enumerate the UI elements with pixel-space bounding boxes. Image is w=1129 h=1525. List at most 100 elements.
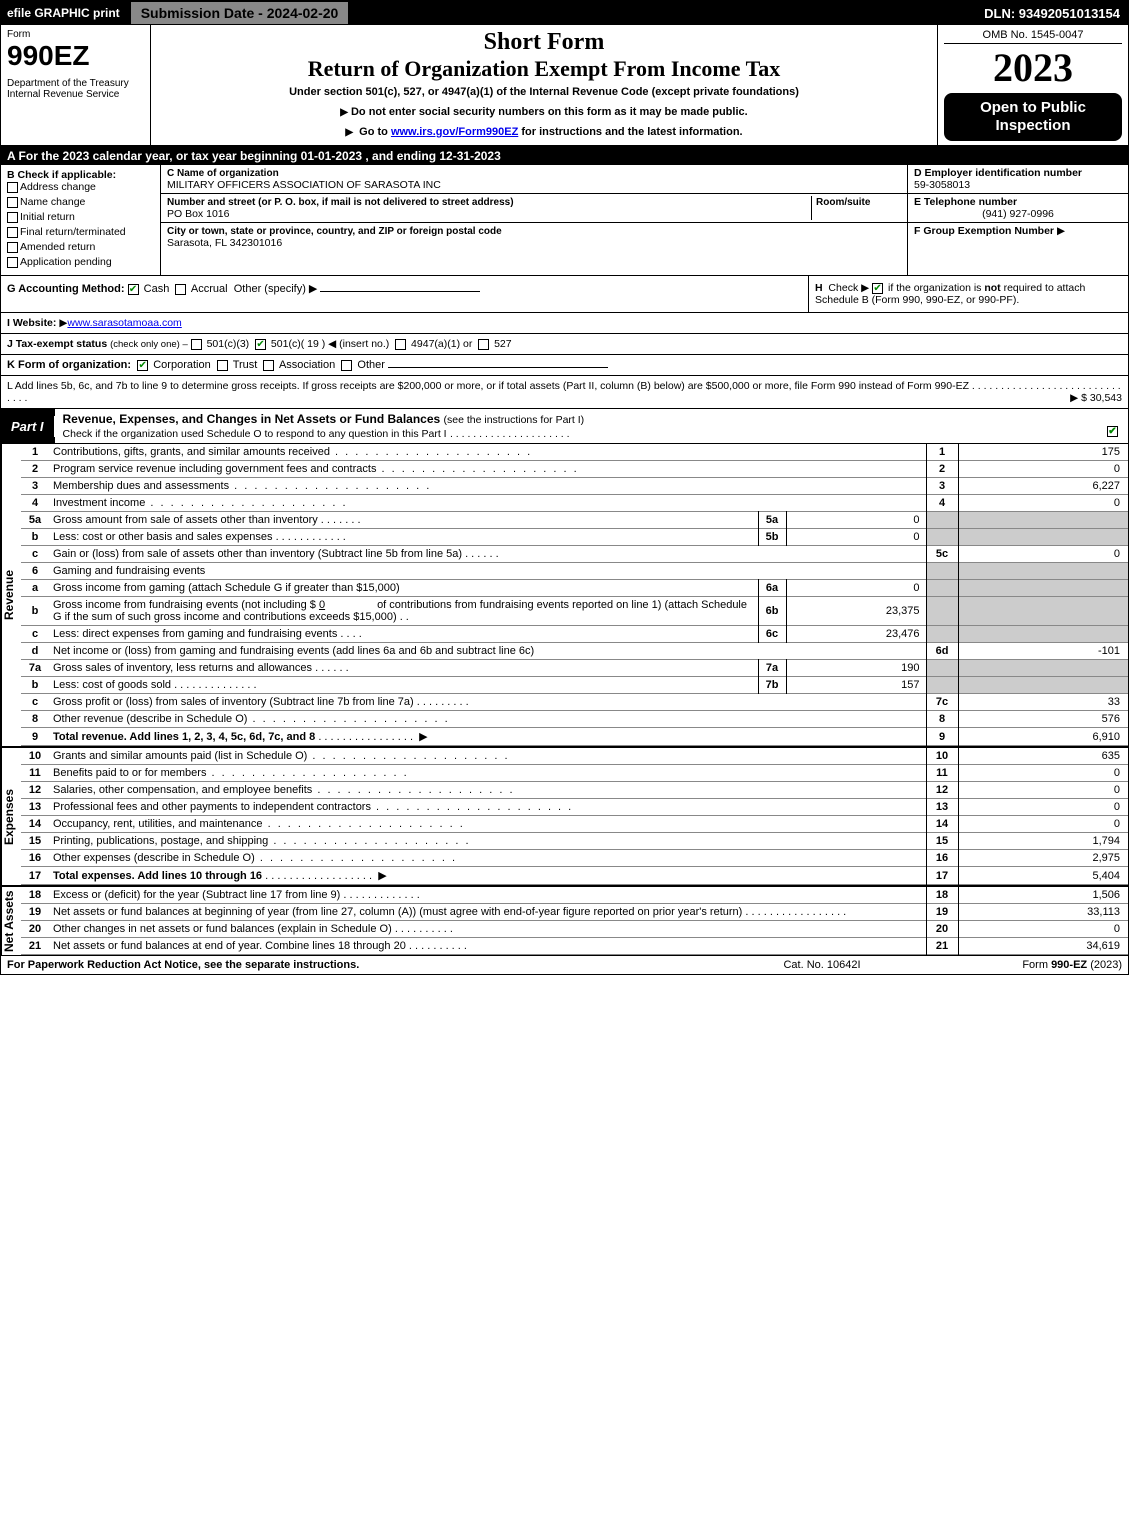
section-b: B Check if applicable: Address change Na… bbox=[1, 165, 161, 275]
group-exemption-cell: F Group Exemption Number ▶ bbox=[908, 223, 1128, 239]
f-label: F Group Exemption Number bbox=[914, 225, 1054, 237]
other-specify-input[interactable] bbox=[320, 291, 480, 292]
open-public-box: Open to Public Inspection bbox=[944, 93, 1122, 141]
line-21: 21Net assets or fund balances at end of … bbox=[21, 938, 1128, 955]
revenue-sidelabel: Revenue bbox=[1, 444, 21, 746]
section-c: C Name of organization MILITARY OFFICERS… bbox=[161, 165, 908, 275]
footer-left: For Paperwork Reduction Act Notice, see … bbox=[7, 959, 722, 971]
line-12: 12Salaries, other compensation, and empl… bbox=[21, 782, 1128, 799]
goto-note: Go to www.irs.gov/Form990EZ for instruct… bbox=[157, 126, 931, 138]
main-title: Return of Organization Exempt From Incom… bbox=[157, 56, 931, 82]
line-1: 1Contributions, gifts, grants, and simil… bbox=[21, 444, 1128, 461]
check-corporation[interactable] bbox=[137, 360, 148, 371]
row-l: L Add lines 5b, 6c, and 7b to line 9 to … bbox=[1, 376, 1128, 409]
subtitle: Under section 501(c), 527, or 4947(a)(1)… bbox=[157, 86, 931, 98]
check-final-return[interactable]: Final return/terminated bbox=[7, 226, 154, 238]
phone-cell: E Telephone number (941) 927-0996 bbox=[908, 194, 1128, 223]
g-label: G Accounting Method: bbox=[7, 283, 125, 295]
header-left: Form 990EZ Department of the Treasury In… bbox=[1, 25, 151, 145]
check-other-org[interactable] bbox=[341, 360, 352, 371]
line-7a: 7aGross sales of inventory, less returns… bbox=[21, 660, 1128, 677]
note2-pre: Go to bbox=[359, 126, 391, 138]
ein: 59-3058013 bbox=[914, 179, 970, 191]
efile-label: efile GRAPHIC print bbox=[1, 4, 126, 22]
meta-section: B Check if applicable: Address change Na… bbox=[1, 165, 1128, 276]
line-5b: bLess: cost or other basis and sales exp… bbox=[21, 529, 1128, 546]
f-arrow: ▶ bbox=[1057, 225, 1065, 237]
ein-cell: D Employer identification number 59-3058… bbox=[908, 165, 1128, 194]
row-k: K Form of organization: Corporation Trus… bbox=[1, 355, 1128, 376]
revenue-section: Revenue 1Contributions, gifts, grants, a… bbox=[1, 444, 1128, 748]
check-association[interactable] bbox=[263, 360, 274, 371]
expenses-table: 10Grants and similar amounts paid (list … bbox=[21, 748, 1128, 885]
b-heading: B Check if applicable: bbox=[7, 169, 154, 181]
check-amended-return[interactable]: Amended return bbox=[7, 241, 154, 253]
ssn-note: Do not enter social security numbers on … bbox=[157, 106, 931, 118]
part-i-label: Part I bbox=[1, 416, 55, 437]
org-name-cell: C Name of organization MILITARY OFFICERS… bbox=[161, 165, 907, 194]
page-footer: For Paperwork Reduction Act Notice, see … bbox=[1, 956, 1128, 974]
line-17: 17Total expenses. Add lines 10 through 1… bbox=[21, 867, 1128, 885]
line-5c: cGain or (loss) from sale of assets othe… bbox=[21, 546, 1128, 563]
check-initial-return[interactable]: Initial return bbox=[7, 211, 154, 223]
tax-year: 2023 bbox=[944, 44, 1122, 91]
part-i-bar: Part I Revenue, Expenses, and Changes in… bbox=[1, 409, 1128, 444]
check-501c[interactable] bbox=[255, 339, 266, 350]
top-bar: efile GRAPHIC print Submission Date - 20… bbox=[1, 1, 1128, 25]
line-3: 3Membership dues and assessments36,227 bbox=[21, 478, 1128, 495]
j-sub: (check only one) – bbox=[110, 339, 188, 350]
row-j: J Tax-exempt status (check only one) – 5… bbox=[1, 334, 1128, 355]
other-org-input[interactable] bbox=[388, 367, 608, 368]
line-5a: 5aGross amount from sale of assets other… bbox=[21, 512, 1128, 529]
e-label: E Telephone number bbox=[914, 196, 1017, 208]
k-label: K Form of organization: bbox=[7, 359, 131, 371]
street-cell: Number and street (or P. O. box, if mail… bbox=[161, 194, 907, 223]
line-16: 16Other expenses (describe in Schedule O… bbox=[21, 850, 1128, 867]
j-label: J Tax-exempt status bbox=[7, 338, 107, 350]
header-middle: Short Form Return of Organization Exempt… bbox=[151, 25, 938, 145]
city-label: City or town, state or province, country… bbox=[167, 226, 502, 237]
line-13: 13Professional fees and other payments t… bbox=[21, 799, 1128, 816]
arrow-icon bbox=[345, 126, 356, 138]
city: Sarasota, FL 342301016 bbox=[167, 237, 282, 249]
row-a-calendar: A For the 2023 calendar year, or tax yea… bbox=[1, 147, 1128, 165]
check-name-change[interactable]: Name change bbox=[7, 196, 154, 208]
row-h: H Check ▶ if the organization is not req… bbox=[808, 276, 1128, 312]
line-6: 6Gaming and fundraising events bbox=[21, 563, 1128, 580]
check-application-pending[interactable]: Application pending bbox=[7, 256, 154, 268]
line-10: 10Grants and similar amounts paid (list … bbox=[21, 748, 1128, 765]
irs-link[interactable]: www.irs.gov/Form990EZ bbox=[391, 126, 518, 138]
line-7c: cGross profit or (loss) from sales of in… bbox=[21, 694, 1128, 711]
check-4947[interactable] bbox=[395, 339, 406, 350]
expenses-sidelabel: Expenses bbox=[1, 748, 21, 885]
l-amount: ▶ $ 30,543 bbox=[1070, 392, 1122, 404]
line-6c: cLess: direct expenses from gaming and f… bbox=[21, 626, 1128, 643]
line-4: 4Investment income40 bbox=[21, 495, 1128, 512]
form-header: Form 990EZ Department of the Treasury In… bbox=[1, 25, 1128, 147]
netassets-section: Net Assets 18Excess or (deficit) for the… bbox=[1, 887, 1128, 956]
check-accrual[interactable] bbox=[175, 284, 186, 295]
c-name-label: C Name of organization bbox=[167, 168, 279, 179]
row-g: G Accounting Method: Cash Accrual Other … bbox=[1, 276, 808, 312]
check-trust[interactable] bbox=[217, 360, 228, 371]
revenue-table: 1Contributions, gifts, grants, and simil… bbox=[21, 444, 1128, 746]
form-number: 990EZ bbox=[7, 40, 144, 72]
form-page: efile GRAPHIC print Submission Date - 20… bbox=[0, 0, 1129, 975]
expenses-section: Expenses 10Grants and similar amounts pa… bbox=[1, 748, 1128, 887]
row-i: I Website: ▶www.sarasotamoaa.com bbox=[1, 313, 1128, 334]
line-20: 20Other changes in net assets or fund ba… bbox=[21, 921, 1128, 938]
submission-date: Submission Date - 2024-02-20 bbox=[130, 1, 350, 25]
check-cash[interactable] bbox=[128, 284, 139, 295]
d-label: D Employer identification number bbox=[914, 167, 1082, 179]
form-word: Form bbox=[7, 29, 144, 40]
check-527[interactable] bbox=[478, 339, 489, 350]
check-address-change[interactable]: Address change bbox=[7, 181, 154, 193]
line-15: 15Printing, publications, postage, and s… bbox=[21, 833, 1128, 850]
footer-right: Form 990-EZ (2023) bbox=[922, 959, 1122, 971]
website-link[interactable]: www.sarasotamoaa.com bbox=[67, 317, 181, 329]
check-schedule-o[interactable] bbox=[1107, 426, 1118, 437]
line-9: 9Total revenue. Add lines 1, 2, 3, 4, 5c… bbox=[21, 728, 1128, 746]
line-6d: dNet income or (loss) from gaming and fu… bbox=[21, 643, 1128, 660]
check-501c3[interactable] bbox=[191, 339, 202, 350]
check-schedule-b[interactable] bbox=[872, 283, 883, 294]
